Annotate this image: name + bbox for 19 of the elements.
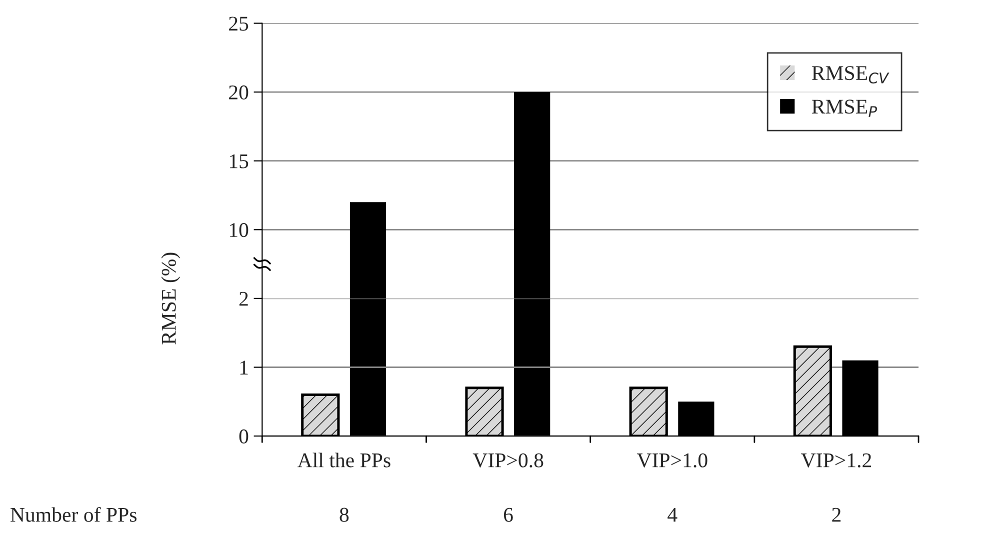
y-tick-label: 0	[239, 429, 248, 444]
x-tick-label: All the PPs	[298, 452, 390, 468]
text: 4	[668, 508, 678, 522]
text: Number of PPs	[10, 506, 136, 522]
y-tick-label: 20	[229, 85, 248, 100]
x-tick-label: VIP>0.8	[472, 453, 544, 468]
x-tick-label: VIP>1.2	[801, 453, 872, 468]
y-tick-label: 1	[240, 360, 248, 374]
text: 8	[340, 508, 349, 522]
y-tick-label: 2	[239, 292, 248, 306]
text: 2	[832, 508, 841, 522]
x-tick-label: VIP>1.0	[636, 453, 708, 468]
legend-label: RMSE$_{P}$	[812, 100, 878, 117]
y-tick-label: 10	[230, 223, 248, 238]
legend-label: RMSE$_{CV}$	[812, 66, 890, 84]
y-axis-title: RMSE (%)	[161, 252, 180, 344]
y-tick-label: 15	[230, 154, 248, 168]
y-tick-label: 25	[229, 16, 248, 31]
text: 6	[504, 508, 513, 522]
